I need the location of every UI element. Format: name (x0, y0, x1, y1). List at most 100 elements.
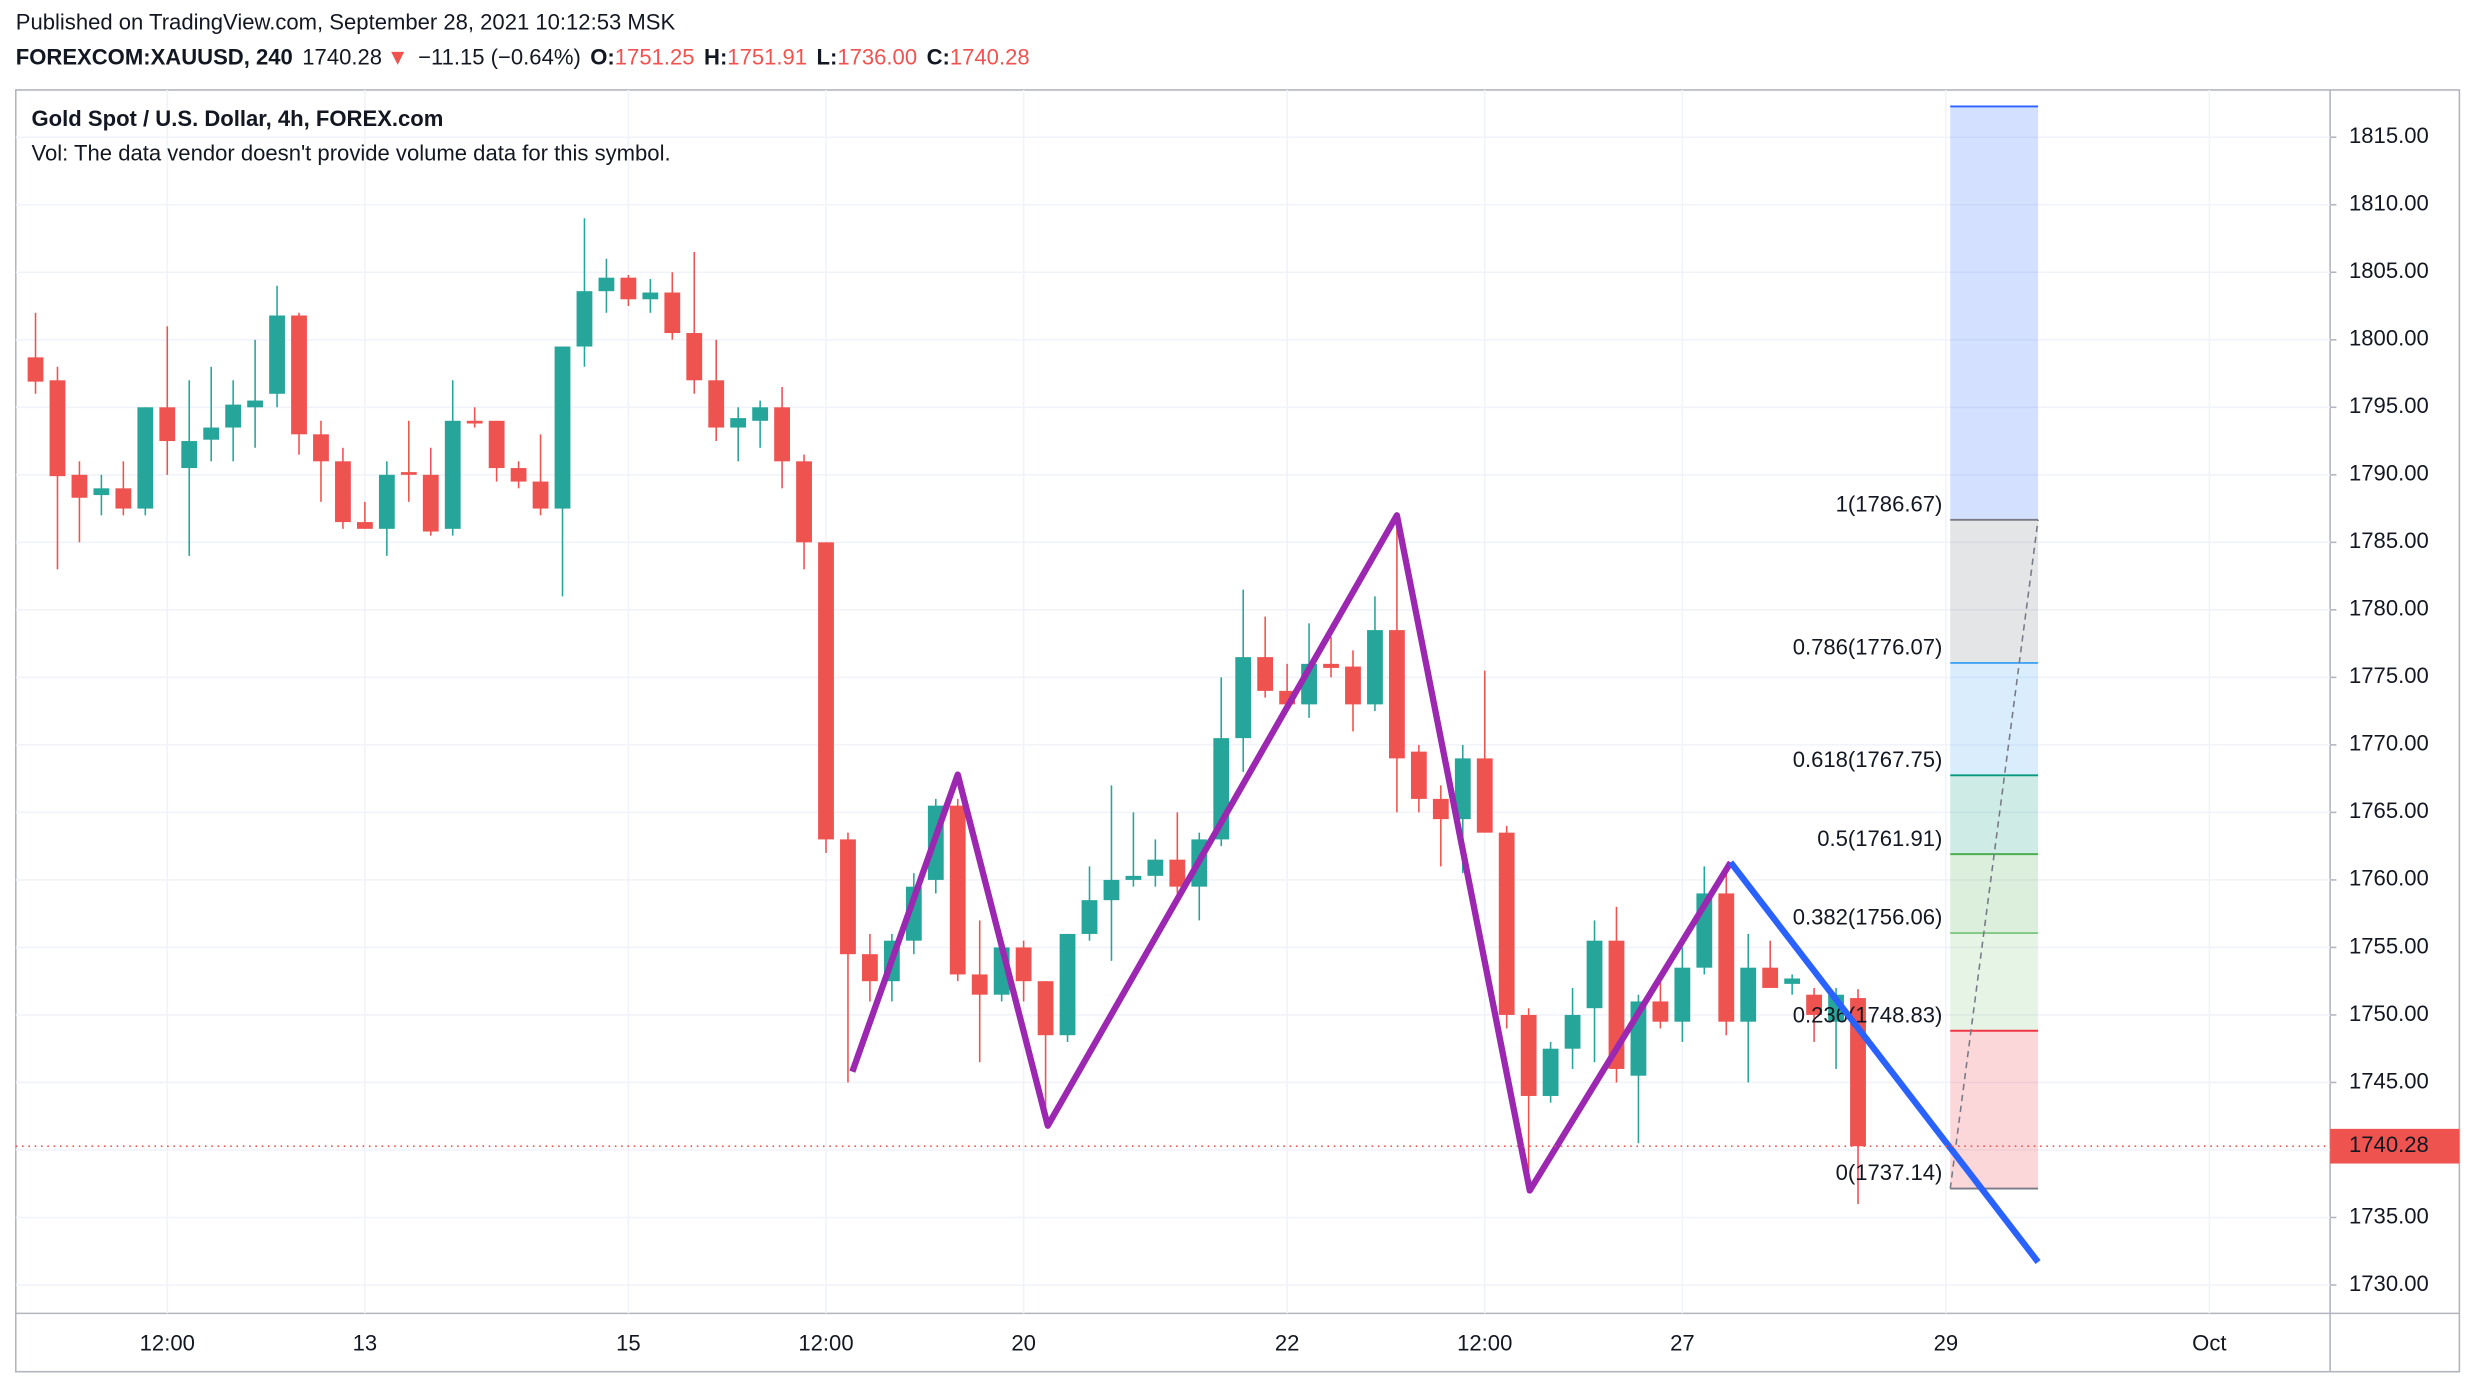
candle-body (225, 404, 242, 428)
candle-body (862, 954, 878, 982)
candle-body (1542, 1048, 1559, 1096)
frame (14, 89, 2461, 1373)
candle-body (1520, 1014, 1537, 1096)
y-tick-label: 1770.00 (2349, 731, 2429, 756)
o-value: 1751.25 (615, 44, 695, 69)
h-value: 1751.91 (727, 44, 807, 69)
candle-body (1081, 900, 1098, 934)
candle-body (818, 542, 834, 840)
y-tick-label: 1795.00 (2349, 393, 2429, 418)
arrow: ▼ (387, 44, 409, 69)
legend-title: Gold Spot / U.S. Dollar, 4h, FOREX.com (32, 106, 444, 131)
y-tick-label: 1810.00 (2349, 191, 2429, 216)
candle-body (1432, 798, 1449, 820)
candle-body (774, 407, 790, 462)
y-tick-label: 1775.00 (2349, 663, 2429, 688)
l-value: 1736.00 (837, 44, 917, 69)
x-tick-label: 12:00 (1457, 1331, 1512, 1356)
trend-line (1728, 860, 2041, 1264)
candle-body (1454, 758, 1471, 820)
candle-body (1586, 940, 1603, 1009)
x-tick-label: 12:00 (140, 1331, 195, 1356)
candle-body (444, 420, 461, 529)
candle-body (313, 434, 329, 462)
y-tick-label: 1755.00 (2349, 933, 2429, 958)
candle-body (378, 474, 395, 529)
x-tick-label: 29 (1934, 1331, 1959, 1356)
price-label: 1740.28 (2349, 1132, 2429, 1157)
fib-label: 0.786(1776.07) (1793, 635, 1943, 660)
candle-body (1674, 967, 1691, 1022)
candle-body (840, 839, 856, 955)
candle-body (576, 291, 593, 347)
candle-body (1784, 978, 1801, 984)
candle-body (1476, 758, 1493, 833)
candle-body (1015, 947, 1032, 982)
fib-label: 0.5(1761.91) (1817, 826, 1942, 851)
candle-body (598, 277, 615, 292)
candle-body (356, 522, 373, 529)
fib-band (1950, 775, 2039, 855)
candle-body (971, 974, 988, 995)
candle-body (620, 277, 637, 300)
y-tick-label: 1780.00 (2349, 596, 2429, 621)
candle-body (1147, 859, 1164, 876)
candle-body (1257, 657, 1274, 691)
candle-body (1762, 967, 1779, 988)
candle-body (1235, 657, 1252, 739)
x-tick-label: 15 (616, 1331, 641, 1356)
fib-label: 1(1786.67) (1836, 491, 1943, 516)
candle-body (1498, 832, 1515, 1015)
fib-band (1950, 519, 2039, 663)
candle-body (203, 427, 220, 440)
c-label: C: (927, 44, 950, 69)
fib-label: 0.382(1756.06) (1793, 905, 1943, 930)
candle-body (796, 461, 812, 543)
candle-body (137, 407, 154, 509)
x-tick-label: 27 (1670, 1331, 1695, 1356)
y-tick-label: 1735.00 (2349, 1203, 2429, 1228)
fib-band (1950, 662, 2039, 776)
candle-body (466, 420, 483, 424)
candle-body (159, 407, 176, 442)
candle-body (1323, 663, 1339, 668)
candle-body (400, 472, 417, 475)
candle-body (1806, 994, 1823, 1015)
candle-body (93, 488, 110, 496)
x-tick-label: 22 (1275, 1331, 1300, 1356)
header: FOREXCOM:XAUUSD, 240 1740.28 ▼ −11.15 (−0.6… (16, 44, 1030, 69)
candle-body (532, 481, 549, 509)
candle-body (1125, 875, 1142, 880)
y-tick-label: 1765.00 (2349, 798, 2429, 823)
c-value: 1740.28 (950, 44, 1030, 69)
candle-body (1718, 893, 1735, 1022)
candle-body (269, 315, 285, 394)
candle-body (1652, 1001, 1669, 1022)
fib-band (1950, 933, 2039, 1031)
candle-body (1740, 967, 1757, 1022)
y-tick-label: 1805.00 (2349, 258, 2429, 283)
l-label: L: (817, 44, 838, 69)
y-tick-label: 1730.00 (2349, 1271, 2429, 1296)
candle-body (1169, 859, 1186, 887)
price-label-box (2330, 1128, 2460, 1164)
candle-body (510, 468, 527, 482)
candle-body (27, 357, 44, 382)
candle-body (708, 380, 725, 428)
candle-body (1389, 630, 1405, 759)
candle-body (71, 474, 88, 498)
legend-subtitle: Vol: The data vendor doesn't provide vol… (32, 140, 671, 165)
candle-body (554, 346, 571, 509)
candle-body (1345, 666, 1361, 705)
change: −11.15 (−0.64%) (418, 44, 581, 69)
o-label: O: (590, 44, 615, 69)
candle-body (115, 488, 132, 509)
candle-body (730, 418, 747, 428)
candle-body (1103, 879, 1120, 901)
y-tick-label: 1750.00 (2349, 1001, 2429, 1026)
candle-body (291, 315, 307, 435)
fib-label: 0(1737.14) (1836, 1160, 1943, 1185)
candle-body (1367, 630, 1383, 705)
y-tick-label: 1815.00 (2349, 123, 2429, 148)
y-tick-label: 1745.00 (2349, 1068, 2429, 1093)
